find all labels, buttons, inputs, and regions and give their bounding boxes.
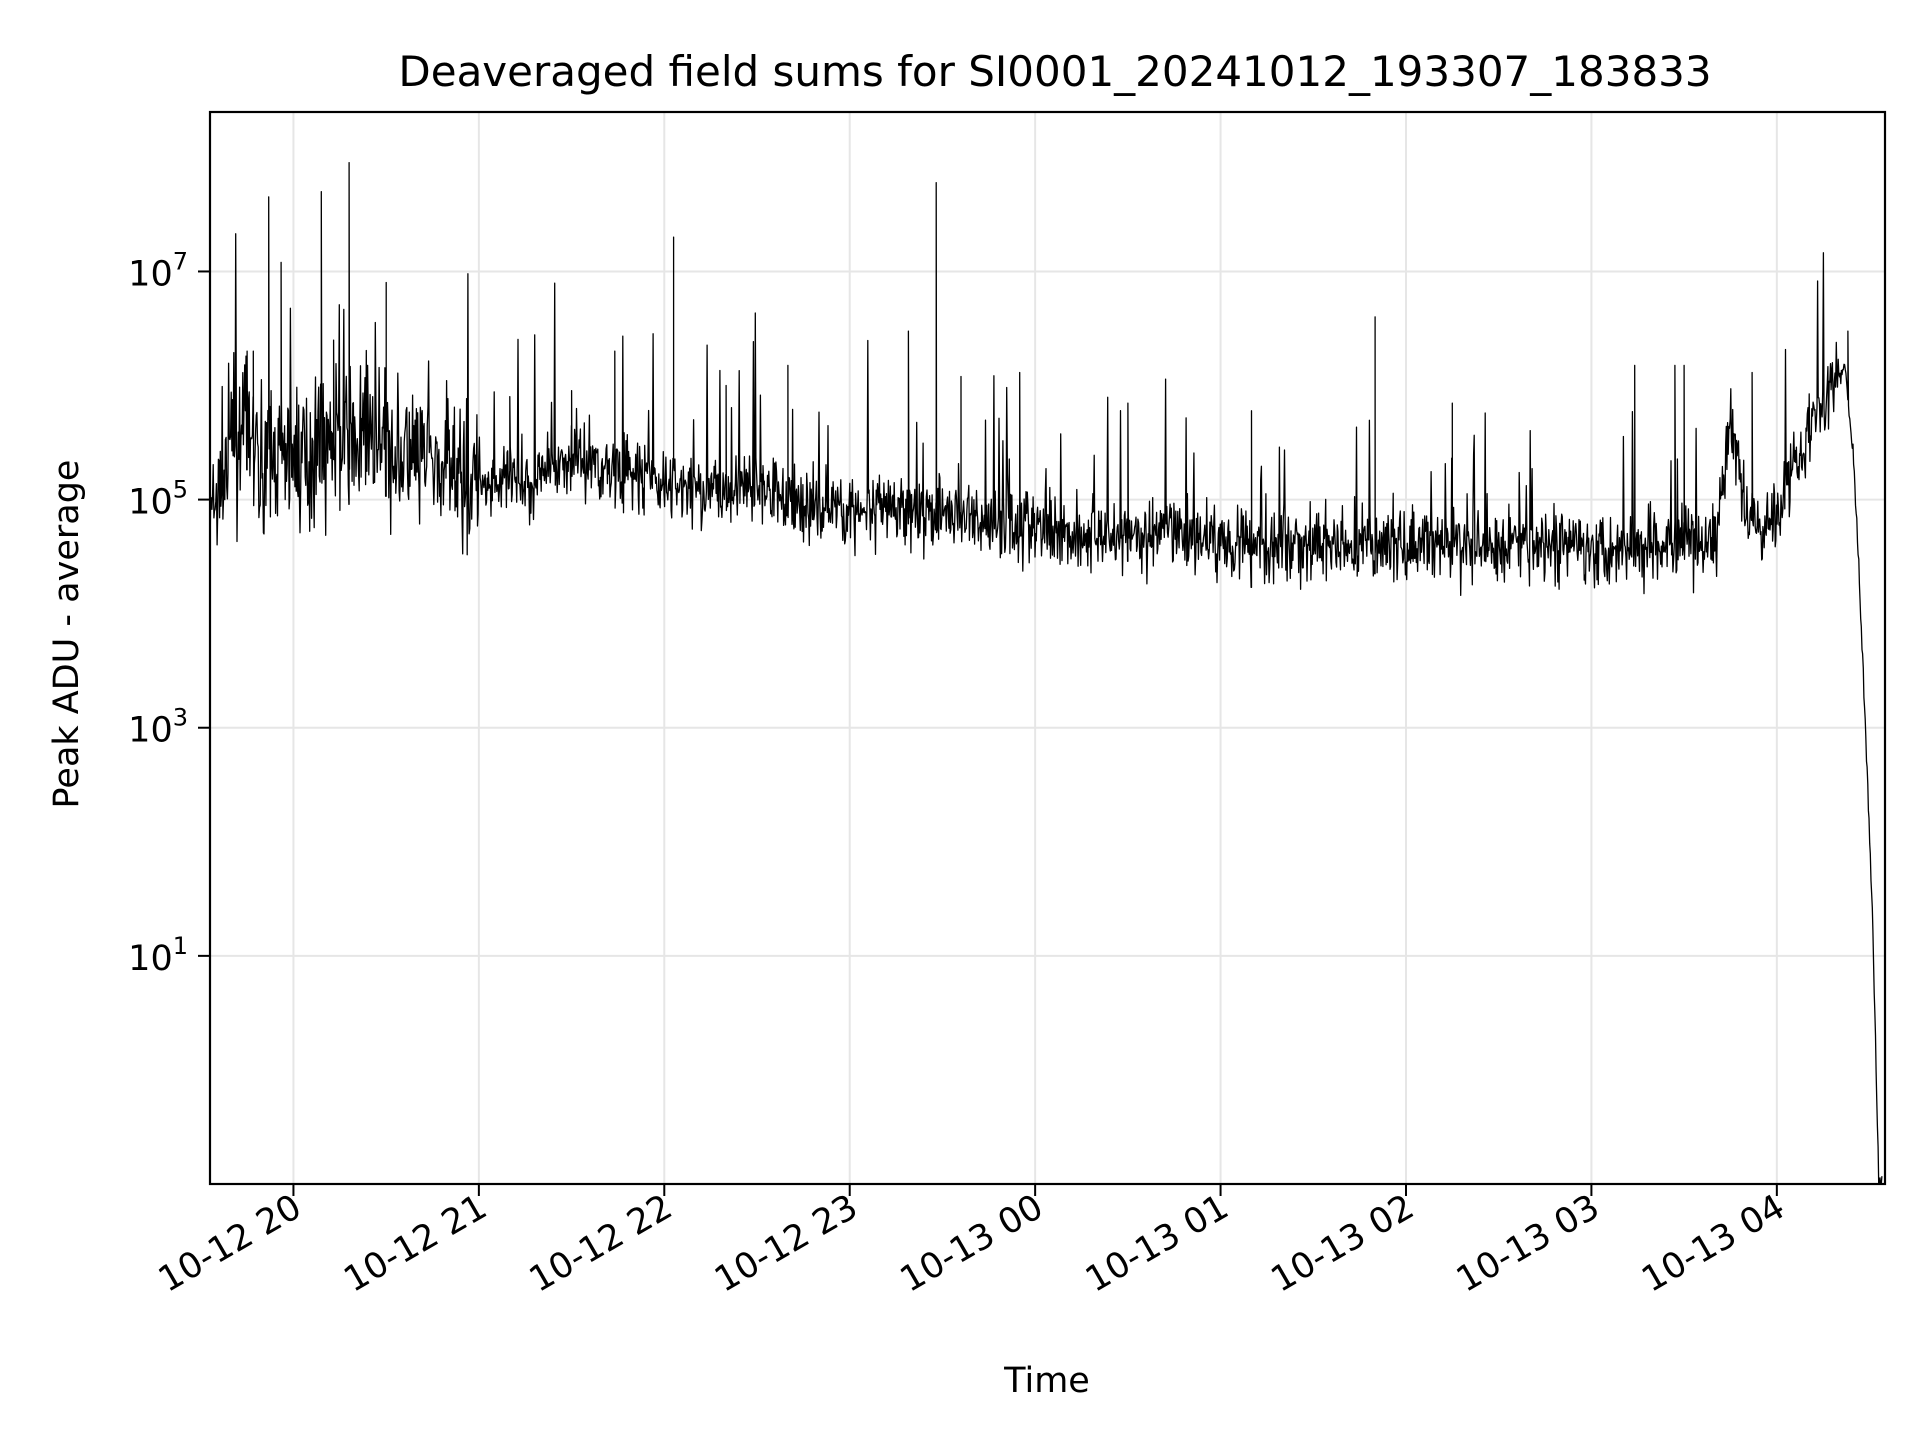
y-tick-label: 103 [128,704,188,751]
x-axis: 10-12 20 10-12 21 10-12 22 10-12 23 10-13 00… [152,1184,1792,1300]
y-tick-label: 107 [128,247,188,294]
plot-frame [208,110,1887,1186]
x-tick-label: 10-12 20 [152,1187,308,1300]
series-line [209,161,1883,1185]
y-axis-label: Peak ADU - average [47,460,87,809]
grid-layer [210,112,1885,1184]
y-axis: 101 103 105 107 [128,247,210,979]
y-tick-label: 101 [128,932,188,979]
x-tick-label: 10-13 02 [1265,1187,1421,1300]
x-tick-label: 10-12 23 [708,1187,864,1300]
y-tick-label: 105 [128,476,188,523]
x-tick-label: 10-13 03 [1450,1187,1606,1300]
chart-title: Deaveraged field sums for SI0001_2024101… [398,47,1711,96]
x-tick-label: 10-13 04 [1635,1187,1791,1300]
x-tick-label: 10-13 00 [894,1187,1050,1300]
x-tick-label: 10-12 22 [523,1187,679,1300]
series-layer [209,161,1883,1185]
x-tick-label: 10-13 01 [1079,1187,1235,1300]
x-tick-label: 10-12 21 [337,1187,493,1300]
x-axis-label: Time [1003,1361,1090,1401]
